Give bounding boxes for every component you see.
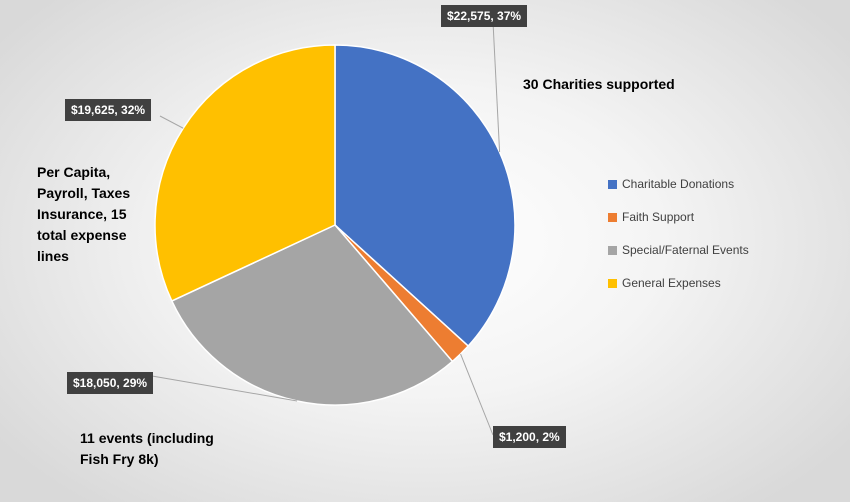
annotation-general-line: Insurance, 15	[37, 206, 127, 222]
legend-label: Charitable Donations	[622, 177, 735, 191]
pie-slice-special-faternal-events	[170, 224, 454, 406]
legend-item-special-events: Special/Faternal Events	[608, 239, 749, 261]
annotation-general-line: Per Capita,	[37, 164, 111, 180]
legend-swatch	[608, 245, 617, 255]
annotation-events-line: Fish Fry 8k)	[80, 451, 159, 467]
legend-swatch	[608, 179, 617, 189]
legend-label: Faith Support	[622, 210, 695, 224]
annotation-general-line: total expense	[37, 227, 127, 243]
pie-slice-general-expenses	[154, 44, 336, 302]
annotation-general-expenses: Per Capita, Payroll, Taxes Insurance, 15…	[37, 162, 130, 267]
leader-line-special-events	[151, 375, 298, 402]
pie-slice-charitable-donations	[334, 44, 516, 348]
leader-line-general-expenses	[159, 115, 184, 129]
legend-item-general-expenses: General Expenses	[608, 272, 749, 294]
annotation-events: 11 events (including Fish Fry 8k)	[80, 428, 214, 470]
legend-item-charitable-donations: Charitable Donations	[608, 173, 749, 195]
legend-swatch	[608, 278, 617, 288]
legend-label: Special/Faternal Events	[622, 243, 749, 257]
legend-swatch	[608, 212, 617, 222]
legend: Charitable Donations Faith Support Speci…	[608, 173, 749, 305]
annotation-events-line: 11 events (including	[80, 430, 214, 446]
data-label-faith-support: $1,200, 2%	[493, 426, 566, 448]
leader-line-faith-support	[460, 353, 494, 436]
legend-label: General Expenses	[622, 276, 721, 290]
annotation-general-line: Payroll, Taxes	[37, 185, 131, 201]
annotation-charities: 30 Charities supported	[523, 76, 675, 92]
legend-item-faith-support: Faith Support	[608, 206, 749, 228]
data-label-charitable-donations: $22,575, 37%	[441, 5, 528, 27]
data-label-general-expenses: $19,625, 32%	[65, 99, 152, 121]
data-label-special-events: $18,050, 29%	[67, 372, 154, 394]
leader-line-charitable-donations	[492, 21, 501, 153]
annotation-general-line: lines	[37, 248, 69, 264]
